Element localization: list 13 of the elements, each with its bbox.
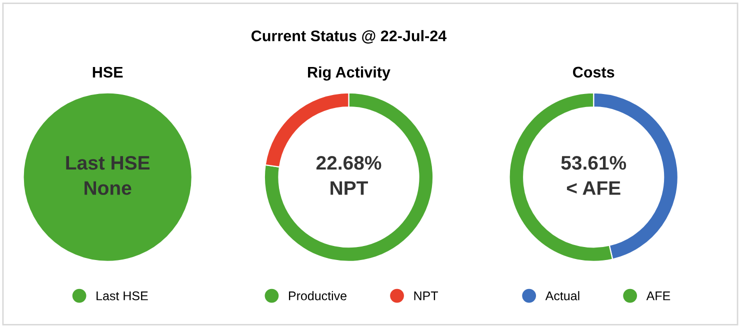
text: 22.68% NPT xyxy=(316,156,382,195)
chart-title: Costs xyxy=(573,66,614,78)
text: 53.61% < AFE xyxy=(561,156,626,195)
legend-label: NPT xyxy=(414,292,438,300)
chart-title: HSE xyxy=(92,66,123,78)
chart-subtitle: Current Status @ 22-Jul-24 xyxy=(252,30,447,44)
legend-label: Actual xyxy=(545,291,580,300)
donut-slice xyxy=(264,92,434,262)
chart-title: Rig Activity xyxy=(308,66,390,81)
legend-label: AFE xyxy=(646,292,670,300)
text: Last HSE None xyxy=(66,156,150,195)
legend-label: Productive xyxy=(288,291,346,300)
legend-label: Last HSE xyxy=(96,291,148,300)
